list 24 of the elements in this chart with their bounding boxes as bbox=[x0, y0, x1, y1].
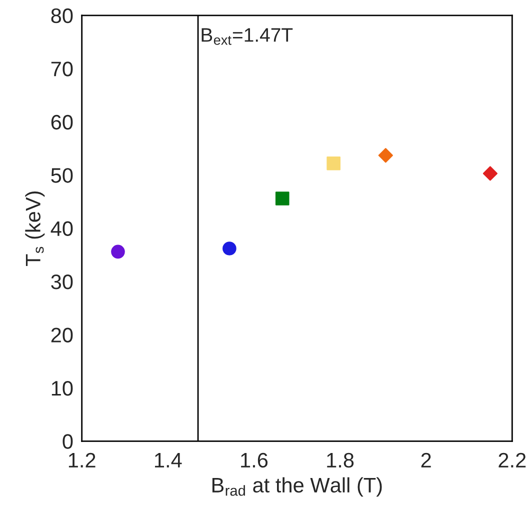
point bbox=[111, 244, 125, 259]
annotation: B$_{ext}$=1.47T bbox=[202, 28, 293, 45]
y-tick-label: 0 bbox=[62, 434, 73, 449]
y-tick-label: 20 bbox=[51, 328, 73, 342]
y-tick-label: 40 bbox=[50, 221, 73, 236]
y-tick-label: 80 bbox=[51, 8, 73, 24]
y-tick-label: 10 bbox=[52, 380, 73, 396]
y-tick-label: 60 bbox=[51, 114, 73, 130]
point bbox=[326, 156, 340, 170]
point bbox=[378, 148, 393, 163]
x-tick-label: 1.6 bbox=[241, 452, 268, 468]
y-tick-label: 50 bbox=[51, 168, 73, 183]
y-tick-label: 70 bbox=[51, 62, 73, 76]
x-tick-label: 2.2 bbox=[498, 452, 526, 468]
point bbox=[482, 166, 498, 181]
x-axis-title: B$_{rad}$ at the Wall (T) bbox=[212, 477, 382, 497]
y-tick-label: 30 bbox=[51, 274, 73, 290]
point bbox=[222, 242, 236, 256]
y-axis-title: T$_{s}$ (keV) bbox=[25, 191, 45, 266]
x-tick-label: 1.4 bbox=[155, 453, 182, 468]
x-tick-label: 1.8 bbox=[327, 452, 354, 468]
x-tick-label: 2 bbox=[421, 452, 431, 468]
x-tick-label: 1.2 bbox=[68, 452, 96, 468]
point bbox=[275, 192, 290, 206]
